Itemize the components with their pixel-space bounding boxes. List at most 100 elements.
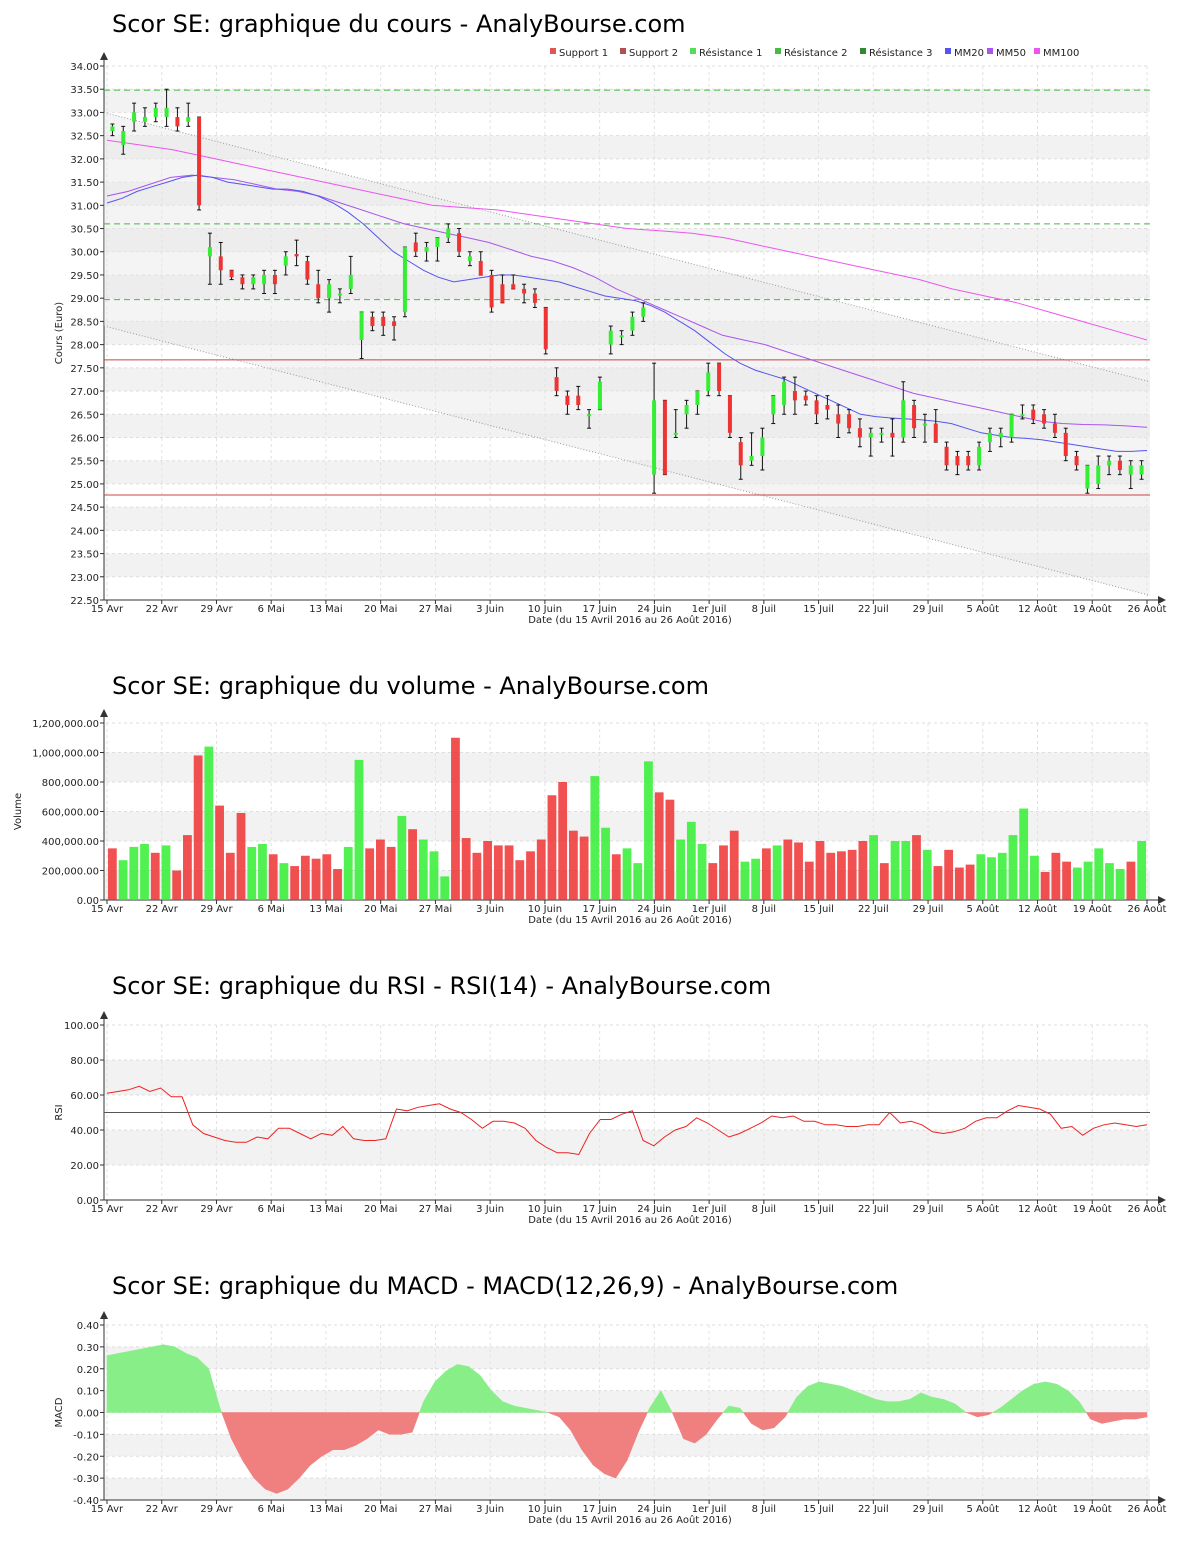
macd-area <box>1101 1412 1114 1424</box>
candle-body <box>110 126 115 132</box>
volume-bar <box>954 867 964 900</box>
x-axis-arrow <box>1158 596 1166 604</box>
macd-area <box>310 1412 323 1466</box>
macd-area <box>898 1399 910 1413</box>
candle-body <box>608 330 613 345</box>
y-tick-label: 22.50 <box>70 596 99 607</box>
x-tick-label: 5 Août <box>966 603 999 615</box>
x-tick-label: 22 Avr <box>146 1204 179 1215</box>
y-tick-label: 30.00 <box>70 248 99 259</box>
macd-area <box>1124 1412 1136 1420</box>
volume-bar <box>1062 861 1071 900</box>
x-axis-label: Date (du 15 Avril 2016 au 26 Août 2016) <box>528 614 732 626</box>
volume-bar <box>1115 869 1125 900</box>
candle-body <box>868 432 873 438</box>
y-tick-label: 1,200,000.00 <box>32 719 99 730</box>
legend-swatch <box>860 48 866 54</box>
candle-body <box>446 228 451 238</box>
x-tick-label: 12 Août <box>1018 1503 1057 1515</box>
macd-area <box>1056 1383 1069 1413</box>
x-tick-label: 26 Août <box>1128 1503 1167 1515</box>
macd-area <box>129 1348 142 1413</box>
macd-area <box>140 1346 153 1413</box>
grid-band <box>104 321 1150 345</box>
y-tick-label: 28.00 <box>70 341 99 352</box>
grid-band <box>104 1478 1150 1500</box>
volume-bar <box>161 845 171 900</box>
candle-body <box>435 237 440 248</box>
x-tick-label: 13 Mai <box>309 904 342 915</box>
x-tick-label: 1er Juil <box>692 1204 727 1215</box>
candle-body <box>1096 465 1101 484</box>
candle-body <box>879 432 884 435</box>
x-tick-label: 15 Avr <box>91 1204 124 1215</box>
y-tick-label: 27.50 <box>70 364 99 375</box>
volume-bar <box>890 841 900 900</box>
volume-bar <box>772 845 782 900</box>
y-tick-label: 31.00 <box>70 201 99 212</box>
macd-area <box>931 1396 944 1413</box>
x-tick-label: 6 Mai <box>258 904 285 915</box>
candle-body <box>619 335 624 338</box>
x-tick-label: 22 Juil <box>858 1204 889 1215</box>
legend-swatch <box>775 48 781 54</box>
y-axis-arrow <box>100 1311 108 1319</box>
macd-area <box>253 1412 266 1490</box>
y-tick-label: 60.00 <box>70 1091 99 1102</box>
candle-body <box>922 423 927 426</box>
candle-body <box>576 395 581 405</box>
candle-body <box>998 432 1003 438</box>
volume-bar <box>665 799 675 900</box>
candle-body <box>370 316 375 327</box>
x-axis-arrow <box>1158 1496 1166 1504</box>
x-tick-label: 6 Mai <box>258 1204 285 1215</box>
legend-label: Résistance 3 <box>869 47 932 59</box>
candle-body <box>132 112 137 122</box>
y-tick-label: 23.00 <box>70 573 99 584</box>
volume-bar <box>740 861 750 900</box>
volume-bar <box>697 843 707 900</box>
candle-body <box>1031 409 1036 419</box>
volume-bar <box>633 863 643 900</box>
volume-bar <box>515 860 525 900</box>
y-tick-label: 28.50 <box>70 317 99 328</box>
macd-area <box>604 1412 616 1479</box>
volume-bar <box>440 876 450 900</box>
trend-channel-top <box>103 111 1151 383</box>
volume-bar <box>1019 808 1029 900</box>
macd-area <box>400 1412 413 1435</box>
volume-bar <box>290 866 300 900</box>
y-tick-label: 100.00 <box>64 1021 99 1032</box>
volume-bar <box>654 792 664 900</box>
volume-bar <box>708 863 718 900</box>
x-tick-label: 22 Avr <box>146 904 179 915</box>
volume-bar <box>579 836 589 900</box>
y-tick-label: 0.20 <box>77 1365 99 1376</box>
x-tick-label: 6 Mai <box>258 604 285 615</box>
volume-bar <box>526 851 535 900</box>
volume-bar <box>429 851 439 900</box>
x-tick-label: 1er Juil <box>692 1504 727 1515</box>
macd-area <box>118 1350 130 1413</box>
candle-body <box>511 284 516 289</box>
x-tick-label: 3 Juin <box>476 1504 504 1515</box>
macd-area <box>739 1407 744 1413</box>
candle-body <box>749 456 754 461</box>
x-tick-label: 19 Août <box>1073 1503 1112 1515</box>
macd-area <box>762 1412 775 1431</box>
candle-body <box>348 274 353 289</box>
volume-bar <box>300 855 310 900</box>
macd-chart: 0.40 0.30 0.20 0.10 0.00 -0.10 -0.20 -0.30 -0.40… <box>54 1311 1167 1526</box>
candle-body <box>467 256 472 262</box>
macd-area <box>717 1412 724 1420</box>
macd-area <box>479 1374 492 1413</box>
macd-area <box>1022 1383 1035 1413</box>
x-tick-label: 15 Juil <box>803 604 834 615</box>
macd-area <box>434 1370 447 1413</box>
x-tick-label: 22 Juil <box>858 604 889 615</box>
candle-body <box>164 107 169 118</box>
candle-body <box>392 321 397 327</box>
macd-area <box>547 1412 560 1418</box>
macd-area <box>830 1383 843 1413</box>
legend-label: Support 1 <box>559 48 608 59</box>
